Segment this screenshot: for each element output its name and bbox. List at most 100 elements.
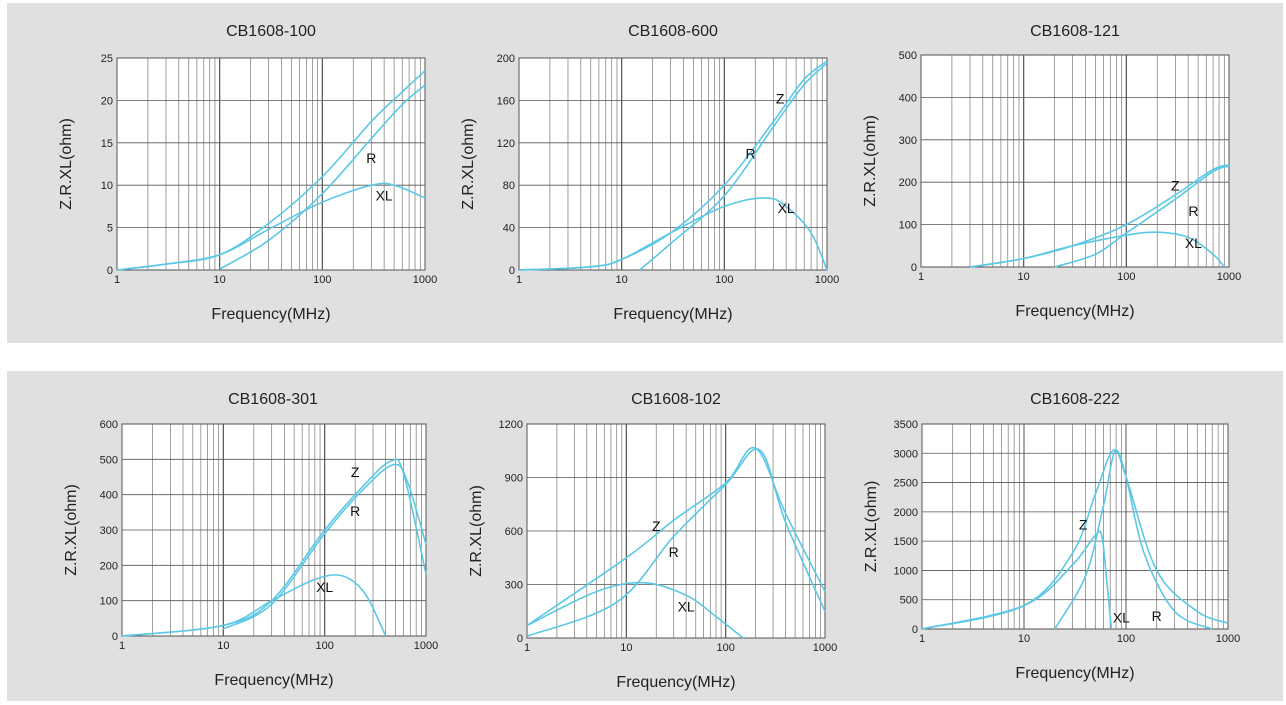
x-axis-label: Frequency(MHz) <box>214 672 333 689</box>
y-tick-label: 40 <box>503 223 515 235</box>
chart-1: 05101520251101001000ZRXLCB1608-100Freque… <box>58 23 437 323</box>
x-tick-label: 100 <box>716 642 734 654</box>
y-tick-label: 200 <box>100 560 118 572</box>
y-tick-label: 2500 <box>894 478 918 490</box>
y-axis-label: Z.R.XL(ohm) <box>468 485 485 577</box>
y-tick-label: 5 <box>107 223 113 235</box>
chart-title: CB1608-600 <box>628 23 718 40</box>
series-label-xl: XL <box>316 579 333 595</box>
y-tick-label: 80 <box>503 180 515 192</box>
chart-title: CB1608-301 <box>228 391 318 408</box>
x-tick-label: 1 <box>524 642 530 654</box>
x-tick-label: 1 <box>918 271 924 283</box>
chart-3: 0 100 200 300 400 500 1 10 100 1000 ZR XL CB1608-121… <box>862 23 1241 320</box>
x-tick-label: 100 <box>1117 633 1135 645</box>
chart-title: CB1608-100 <box>226 23 316 40</box>
x-tick-label: 1000 <box>815 274 839 286</box>
y-tick-label: 0 <box>107 265 113 277</box>
y-tick-label: 2000 <box>894 507 918 519</box>
y-tick-label: 10 <box>101 180 113 192</box>
series-label-r: R <box>1152 608 1162 624</box>
series-label-r: R <box>669 544 679 560</box>
y-tick-label: 120 <box>497 138 515 150</box>
series-label-r: R <box>350 503 360 519</box>
y-tick-label: 15 <box>101 138 113 150</box>
plot-area <box>116 57 426 271</box>
series-line-xl <box>526 581 744 639</box>
y-tick-label: 300 <box>505 580 523 592</box>
x-tick-label: 100 <box>313 274 331 286</box>
series-line-r <box>1054 165 1230 268</box>
x-tick-label: 10 <box>1018 633 1030 645</box>
chart-2: 0 40 80 120 160 200 1 10 100 1000 Z R XL CB1608-600 Fr… <box>460 23 839 323</box>
y-tick-label: 100 <box>899 220 917 232</box>
series-line-xl <box>121 574 387 637</box>
series-label-r: R <box>1188 203 1198 219</box>
x-tick-label: 10 <box>214 274 226 286</box>
y-tick-label: 200 <box>899 177 917 189</box>
series-label-z: Z <box>1171 178 1180 194</box>
y-tick-label: 500 <box>100 454 118 466</box>
y-axis-label: Z.R.XL(ohm) <box>863 481 880 573</box>
series-label-xl: XL <box>1185 235 1202 251</box>
series-label-z: Z <box>1079 516 1088 532</box>
series-label-z: Z <box>351 464 360 480</box>
x-axis-label: Frequency(MHz) <box>1015 665 1134 682</box>
y-tick-label: 1500 <box>894 536 918 548</box>
y-tick-label: 900 <box>505 473 523 485</box>
plot-area <box>518 57 828 271</box>
series-line-xl <box>921 530 1113 630</box>
x-tick-label: 10 <box>620 642 632 654</box>
y-tick-label: 160 <box>497 95 515 107</box>
y-tick-label: 0 <box>911 262 917 274</box>
y-axis-label: Z.R.XL(ohm) <box>58 118 75 210</box>
series-label-r: R <box>745 146 755 162</box>
chart-5: 0 300 600 900 1200 1 10 100 1000 ZR XL CB1608-102 Fr… <box>468 391 837 691</box>
x-tick-label: 10 <box>1018 271 1030 283</box>
series-line-xl <box>969 231 1225 268</box>
x-tick-label: 10 <box>616 274 628 286</box>
series-label-xl: XL <box>1113 610 1130 626</box>
y-tick-label: 0 <box>112 631 118 643</box>
y-tick-label: 100 <box>100 596 118 608</box>
series-line-r <box>526 448 826 637</box>
series-line-z <box>526 446 826 627</box>
series-label-r: R <box>366 150 376 166</box>
x-tick-label: 100 <box>1117 271 1135 283</box>
y-tick-label: 1000 <box>894 565 918 577</box>
y-tick-label: 600 <box>100 419 118 431</box>
y-tick-label: 1200 <box>499 419 523 431</box>
y-axis-label: Z.R.XL(ohm) <box>460 118 477 210</box>
x-tick-label: 1 <box>919 633 925 645</box>
y-tick-label: 0 <box>912 624 918 636</box>
plot-area <box>920 54 1230 268</box>
chart-title: CB1608-222 <box>1030 391 1120 408</box>
y-axis-label: Z.R.XL(ohm) <box>862 115 879 207</box>
chart-4: 0 100 200 300 400 500 600 1 10 100 1000 Z R XL CB1608-… <box>63 391 438 689</box>
y-tick-label: 500 <box>899 50 917 62</box>
series-line-r <box>639 62 828 271</box>
y-tick-label: 20 <box>101 95 113 107</box>
x-tick-label: 1 <box>516 274 522 286</box>
y-tick-label: 3500 <box>894 419 918 431</box>
x-tick-label: 100 <box>715 274 733 286</box>
y-tick-label: 400 <box>100 490 118 502</box>
y-tick-label: 400 <box>899 92 917 104</box>
y-tick-label: 3000 <box>894 448 918 460</box>
x-axis-label: Frequency(MHz) <box>613 306 732 323</box>
series-line-xl <box>116 182 426 271</box>
x-tick-label: 1000 <box>1216 633 1240 645</box>
chart-6: 0 500 1000 1500 2000 2500 3000 3500 1 10 100 1000 Z R… <box>863 391 1240 682</box>
series-line-r <box>222 463 427 630</box>
chart-title: CB1608-121 <box>1030 23 1120 40</box>
series-label-xl: XL <box>778 200 795 216</box>
series-label-xl: XL <box>678 598 695 614</box>
x-tick-label: 1 <box>114 274 120 286</box>
y-tick-label: 25 <box>101 53 113 65</box>
x-tick-label: 1000 <box>413 274 437 286</box>
x-tick-label: 10 <box>217 640 229 652</box>
x-axis-label: Frequency(MHz) <box>1015 303 1134 320</box>
series-line-xl <box>518 197 828 271</box>
y-tick-label: 600 <box>505 526 523 538</box>
x-axis-label: Frequency(MHz) <box>616 674 735 691</box>
